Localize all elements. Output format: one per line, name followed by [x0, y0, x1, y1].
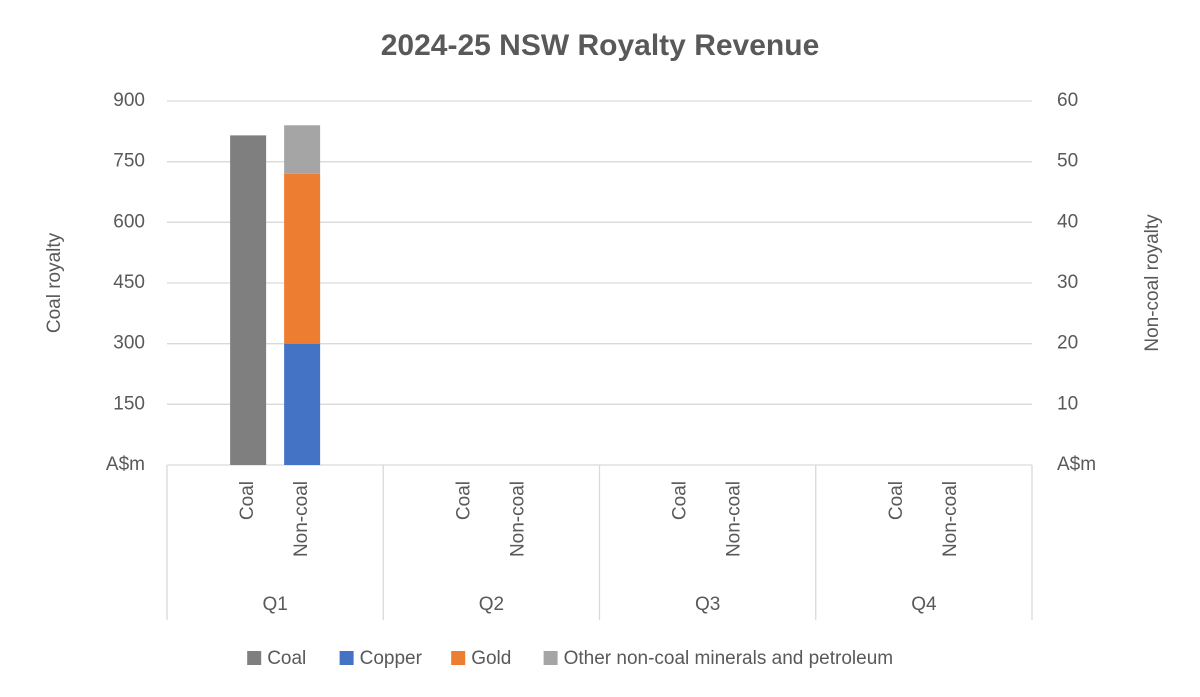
x-subtick-label: Coal	[886, 481, 907, 520]
y-tick-label: A$m	[106, 454, 145, 475]
y-tick-label: 450	[113, 272, 145, 293]
legend-label: Coal	[267, 648, 306, 669]
bar	[230, 135, 267, 465]
x-subtick-label: Coal	[237, 481, 258, 520]
y2-axis-label: Non-coal royalty	[1142, 214, 1163, 352]
legend-label: Other non-coal minerals and petroleum	[564, 648, 894, 669]
y2-tick-label: 30	[1057, 272, 1078, 293]
y-tick-label: 600	[113, 211, 145, 232]
x-tick-label: Q2	[479, 594, 504, 615]
chart-title: 2024-25 NSW Royalty Revenue	[381, 29, 820, 62]
legend-swatch	[543, 651, 558, 665]
x-subtick-label: Coal	[670, 481, 691, 520]
y2-tick-label: 10	[1057, 393, 1078, 414]
y2-tick-label: 50	[1057, 151, 1078, 172]
y-tick-label: 750	[113, 151, 145, 172]
x-tick-label: Q3	[695, 594, 720, 615]
legend-label: Gold	[471, 648, 511, 669]
y2-tick-label: 60	[1057, 90, 1078, 111]
legend-label: Copper	[360, 648, 423, 669]
y-tick-label: 900	[113, 90, 145, 111]
x-subtick-label: Non-coal	[940, 481, 961, 557]
y2-tick-label: 40	[1057, 211, 1078, 232]
x-tick-label: Q1	[262, 594, 287, 615]
bar	[284, 343, 321, 465]
y-axis-label: Coal royalty	[44, 232, 65, 333]
legend-swatch	[451, 651, 466, 665]
y-tick-label: 300	[113, 333, 145, 354]
y-tick-label: 150	[113, 393, 145, 414]
y2-tick-label: A$m	[1057, 454, 1096, 475]
x-tick-label: Q4	[911, 594, 937, 615]
bar	[284, 173, 321, 344]
x-subtick-label: Non-coal	[291, 481, 312, 557]
x-subtick-label: Non-coal	[507, 481, 528, 557]
x-subtick-label: Coal	[453, 481, 474, 520]
bar	[284, 125, 321, 174]
y2-tick-label: 20	[1057, 333, 1078, 354]
legend-swatch	[339, 651, 354, 665]
legend-swatch	[247, 651, 262, 665]
x-subtick-label: Non-coal	[724, 481, 745, 557]
